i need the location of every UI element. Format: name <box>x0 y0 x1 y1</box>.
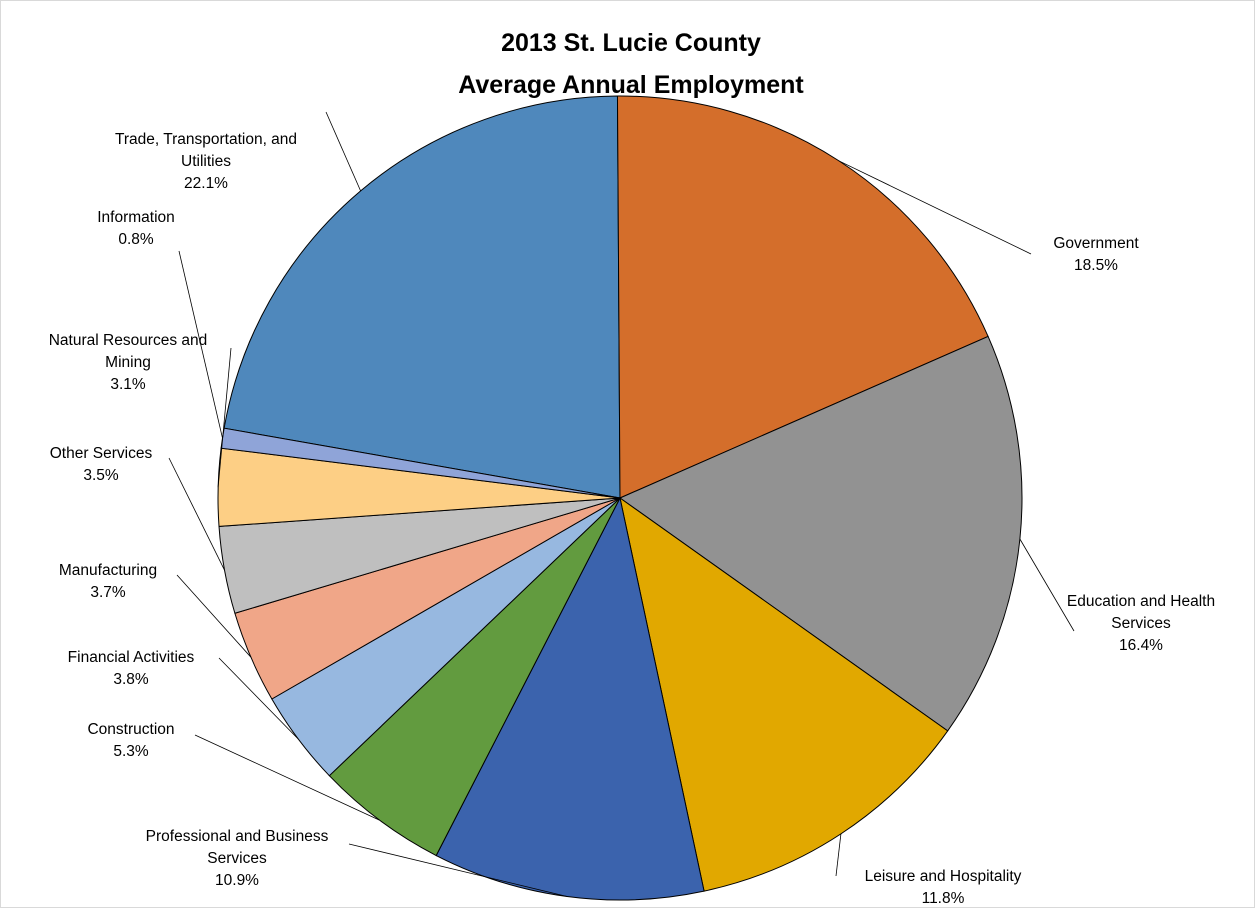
slice-label-2: Government 18.5% <box>1053 235 1139 274</box>
slice-label-10: Natural Resources and Mining 3.1% <box>49 332 208 393</box>
leader-line-11 <box>178 250 223 439</box>
leader-line-10 <box>217 347 232 488</box>
leader-line-8 <box>176 574 252 658</box>
pie-slice-2 <box>616 95 989 499</box>
leader-line-3 <box>1019 538 1075 632</box>
data-labels: Trade, Transportation, and Utilities 22.1%… <box>49 131 1215 907</box>
leader-line-6 <box>194 734 380 821</box>
leader-line-9 <box>168 457 225 571</box>
slice-label-9: Other Services 3.5% <box>50 445 153 484</box>
leader-line-1 <box>325 111 361 192</box>
pie-slice-1 <box>223 95 621 499</box>
pie-slice-3 <box>618 335 1023 732</box>
pie-slice-4 <box>619 496 949 892</box>
leader-line-4 <box>835 833 842 877</box>
pie-slice-6 <box>328 497 621 857</box>
slice-label-5: Professional and Business Services 10.9% <box>146 828 329 889</box>
slice-label-8: Manufacturing 3.7% <box>59 562 157 601</box>
slice-label-4: Leisure and Hospitality 11.8% <box>865 868 1022 907</box>
leader-line-5 <box>348 843 568 897</box>
pie-slices <box>217 95 1023 901</box>
slice-label-7: Financial Activities 3.8% <box>68 649 195 688</box>
leader-line-7 <box>218 657 299 740</box>
slice-label-11: Information 0.8% <box>97 209 175 248</box>
slice-label-6: Construction 5.3% <box>87 721 174 760</box>
slice-label-3: Education and Health Services 16.4% <box>1067 593 1215 654</box>
leader-line-2 <box>838 160 1032 255</box>
slice-label-1: Trade, Transportation, and Utilities 22.1% <box>115 131 297 192</box>
chart-title: 2013 St. Lucie County <box>501 29 761 57</box>
leader-lines <box>168 111 1075 897</box>
chart-subtitle: Average Annual Employment <box>458 71 804 99</box>
